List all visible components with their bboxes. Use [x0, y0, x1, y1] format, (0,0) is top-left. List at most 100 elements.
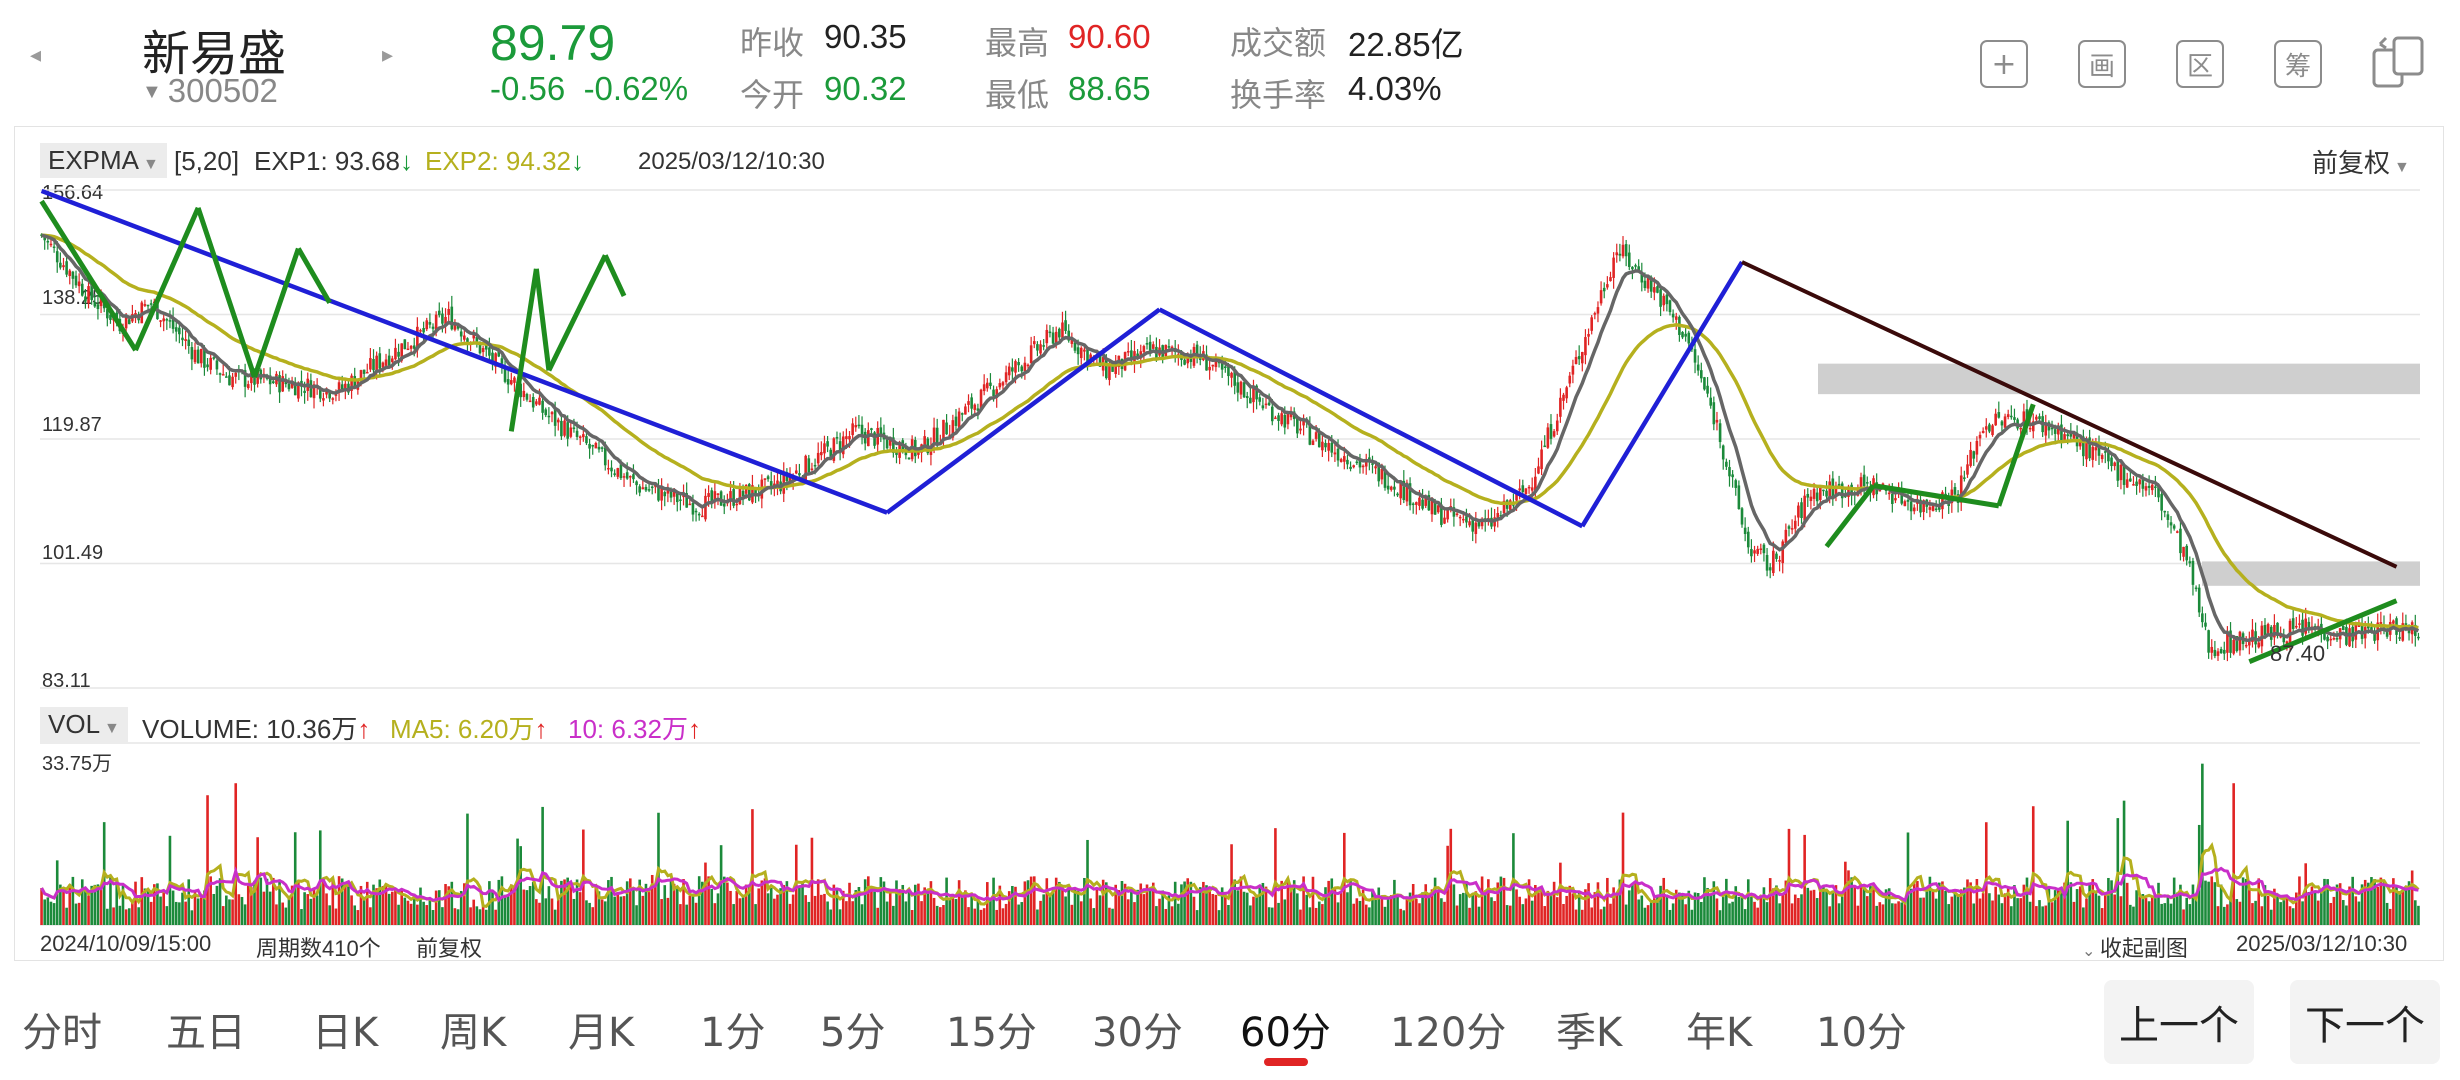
candle-body — [2154, 486, 2157, 488]
volume-bar — [2241, 877, 2245, 925]
volume-bar — [970, 893, 973, 925]
draw-button[interactable]: 画 — [2078, 40, 2126, 88]
add-button[interactable]: + — [1980, 40, 2028, 88]
candle-body — [2401, 623, 2405, 641]
candle-body — [127, 319, 131, 325]
volume-bar — [510, 884, 513, 925]
volume-bar — [779, 888, 782, 925]
volume-bar — [1443, 901, 1446, 925]
volume-bar — [391, 891, 394, 925]
candle-body — [481, 348, 485, 353]
tab-60min[interactable]: 60分 — [1240, 1010, 1331, 1056]
volume-bar — [481, 906, 485, 925]
volume-bar — [973, 908, 977, 925]
candle-body — [1753, 550, 1756, 554]
volume-indicator-dropdown[interactable]: VOL ▼ — [40, 707, 128, 742]
volume-bar — [2295, 892, 2298, 925]
candle-body — [2248, 640, 2251, 646]
blue-trendline — [1580, 260, 1744, 528]
candle-body — [1684, 333, 1687, 337]
tab-yearly[interactable]: 年K — [1686, 1010, 1753, 1056]
tab-1min[interactable]: 1分 — [700, 1010, 766, 1056]
volume-bar — [1164, 908, 1168, 925]
candle-body — [1214, 357, 1218, 368]
volume-bar — [1393, 879, 1396, 925]
prev-stock-button[interactable]: 上一个 — [2104, 980, 2254, 1064]
switch-device-icon[interactable] — [2370, 34, 2428, 90]
candle-body — [1581, 351, 1584, 364]
candle-body — [1972, 451, 1976, 459]
volume-bar — [2398, 891, 2401, 925]
tab-daily[interactable]: 日K — [312, 1010, 379, 1056]
volume-bar — [362, 898, 366, 925]
volume-bar — [1784, 880, 1788, 925]
chips-button[interactable]: 筹 — [2274, 40, 2322, 88]
tab-120min[interactable]: 120分 — [1390, 1010, 1507, 1056]
volume-bar — [209, 876, 212, 925]
candle-body — [1963, 477, 1966, 479]
candle-body — [1621, 244, 1625, 257]
candle-body — [951, 420, 955, 438]
tab-5min[interactable]: 5分 — [820, 1010, 886, 1056]
volume-bar — [1725, 878, 1728, 925]
volume-bar — [1389, 895, 1393, 925]
tab-10min[interactable]: 10分 — [1816, 1010, 1907, 1056]
next-stock-arrow-icon[interactable]: ▸ — [382, 42, 394, 67]
adjust-dropdown[interactable]: 前复权 ▼ — [2312, 143, 2410, 180]
volume-bar — [1775, 885, 1778, 925]
stock-name: 新易盛 — [142, 26, 287, 82]
volume-bar — [1214, 894, 1218, 925]
cursor-datetime: 2025/03/12/10:30 — [638, 148, 825, 175]
code-dropdown-icon[interactable]: ▼ — [142, 81, 162, 103]
candle-body — [879, 427, 883, 437]
volume-bar — [1984, 822, 1988, 925]
candle-body — [231, 376, 234, 388]
prev-stock-arrow-icon[interactable]: ◂ — [30, 42, 42, 67]
candle-body — [1186, 355, 1190, 364]
volume-bar — [1346, 892, 1349, 925]
range-button[interactable]: 区 — [2176, 40, 2224, 88]
tab-quarterly[interactable]: 季K — [1556, 1010, 1623, 1056]
next-stock-button[interactable]: 下一个 — [2290, 980, 2440, 1064]
volume-bar — [425, 905, 429, 925]
candle-body — [1815, 492, 1819, 502]
candle-body — [566, 422, 569, 439]
volume-bar — [1098, 895, 1102, 925]
candle-body — [1706, 385, 1709, 394]
candle-body — [1424, 495, 1428, 506]
candle-body — [597, 446, 601, 450]
stock-code[interactable]: ▼ 300502 — [142, 72, 278, 110]
candle-body — [2122, 466, 2126, 485]
candle-body — [77, 281, 81, 287]
volume-bar — [1524, 898, 1528, 925]
tab-15min[interactable]: 15分 — [946, 1010, 1037, 1056]
candle-body — [2060, 424, 2063, 442]
tab-monthly[interactable]: 月K — [568, 1010, 635, 1056]
collapse-subchart-button[interactable]: ⌄ 收起副图 — [2082, 931, 2188, 963]
volume-bar — [434, 890, 438, 925]
volume-bar — [823, 893, 826, 925]
tab-30min[interactable]: 30分 — [1092, 1010, 1183, 1056]
volume-bar — [1436, 891, 1440, 925]
tab-intraday[interactable]: 分时 — [22, 1010, 102, 1056]
volume-bar — [1950, 896, 1954, 925]
volume-bar — [1737, 896, 1741, 925]
volume-bar — [2357, 901, 2361, 925]
volume-bar — [751, 809, 754, 925]
indicator-dropdown[interactable]: EXPMA ▼ — [40, 143, 167, 178]
candle-body — [350, 375, 353, 391]
candle-body — [1327, 442, 1330, 451]
volume-bar — [722, 876, 726, 925]
tab-weekly[interactable]: 周K — [440, 1010, 507, 1056]
candle-body — [1130, 350, 1133, 360]
volume-bar — [913, 884, 917, 925]
volume-bar — [838, 909, 842, 925]
volume-bar — [99, 885, 103, 925]
volume-bar — [1746, 879, 1750, 925]
tab-five-day[interactable]: 五日 — [166, 1010, 246, 1056]
volume-bar — [535, 899, 538, 925]
candle-body — [2213, 649, 2217, 657]
volume-bar — [1151, 882, 1155, 925]
volume-bar — [1327, 880, 1330, 925]
